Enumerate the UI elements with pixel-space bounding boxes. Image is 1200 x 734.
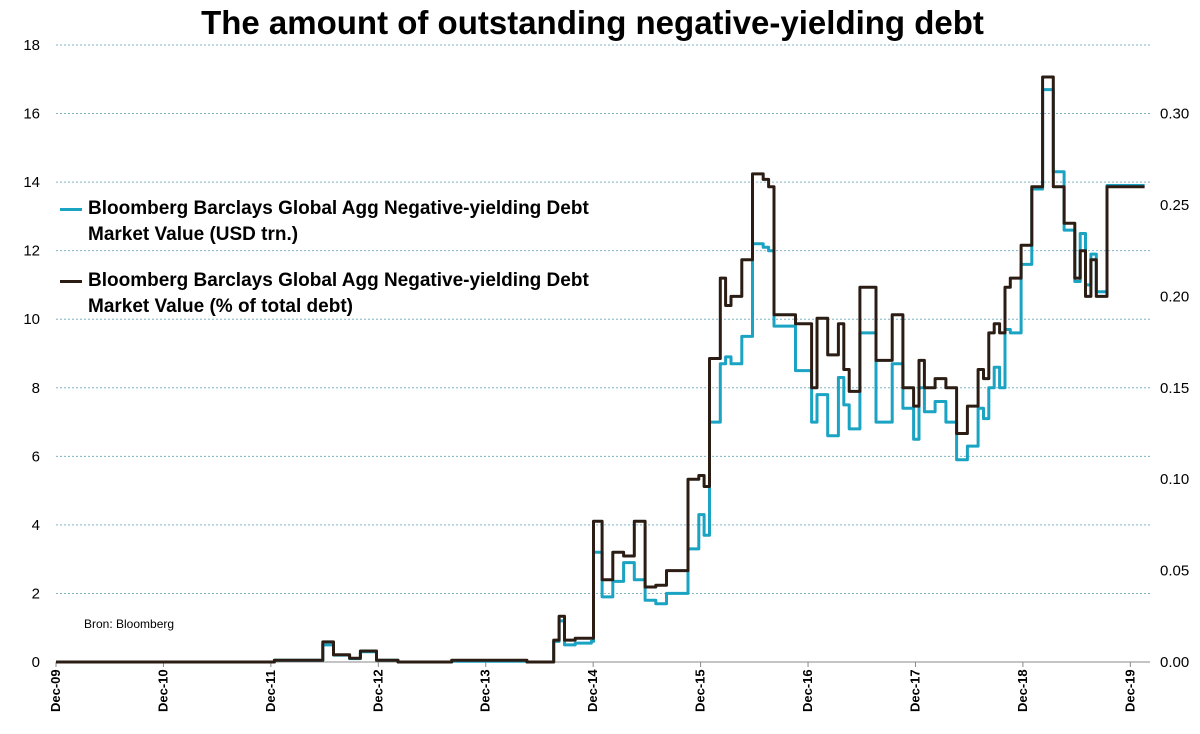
left-tick-label: 0 [32,654,40,671]
x-tick-label: Dec-15 [693,669,708,712]
series-lines [56,75,1145,664]
right-tick-label: 0.20 [1160,288,1189,305]
right-tick-label: 0.05 [1160,563,1189,580]
legend-label-pct: Bloomberg Barclays Global Agg Negative-y… [88,270,589,317]
left-tick-label: 6 [32,448,40,465]
left-tick-label: 10 [23,311,40,328]
legend-item-pct: Bloomberg Barclays Global Agg Negative-y… [60,268,608,320]
x-tick-label: Dec-19 [1122,669,1137,712]
x-tick-label: Dec-09 [48,669,63,712]
x-axis: Dec-09 Dec-10 Dec-11 Dec-12 Dec-13 Dec-14 Dec-… [48,662,1137,712]
left-tick-label: 4 [32,517,40,534]
x-tick-label: Dec-13 [478,669,493,712]
right-tick-label: 0.10 [1160,471,1189,488]
source-note: Bron: Bloomberg [84,617,175,631]
left-tick-label: 12 [23,243,40,260]
right-tick-label: 0.30 [1160,106,1189,123]
left-tick-label: 18 [23,37,40,54]
chart-title: The amount of outstanding negative-yield… [201,4,984,41]
right-tick-label: 0.00 [1160,654,1189,671]
left-tick-label: 8 [32,380,40,397]
left-axis: 0 2 4 6 8 10 12 14 16 18 [23,37,40,671]
x-tick-label: Dec-17 [907,669,922,712]
x-tick-label: Dec-12 [370,669,385,712]
series-line-usd [56,88,1145,664]
right-tick-label: 0.25 [1160,197,1189,214]
series-line-pct [56,75,1145,664]
x-tick-label: Dec-10 [155,669,170,712]
legend-swatch-usd [60,208,82,211]
x-tick-label: Dec-11 [263,670,278,712]
legend-label-usd: Bloomberg Barclays Global Agg Negative-y… [88,198,589,245]
legend-swatch-pct [60,280,82,283]
x-tick-label: Dec-16 [800,669,815,712]
right-axis: 0.00 0.05 0.10 0.15 0.20 0.25 0.30 [1160,106,1189,671]
right-tick-label: 0.15 [1160,380,1189,397]
x-tick-label: Dec-18 [1015,669,1030,712]
left-tick-label: 16 [23,106,40,123]
left-tick-label: 14 [23,174,40,191]
left-tick-label: 2 [32,585,40,602]
x-tick-label: Dec-14 [585,669,600,712]
legend-item-usd: Bloomberg Barclays Global Agg Negative-y… [60,196,608,248]
